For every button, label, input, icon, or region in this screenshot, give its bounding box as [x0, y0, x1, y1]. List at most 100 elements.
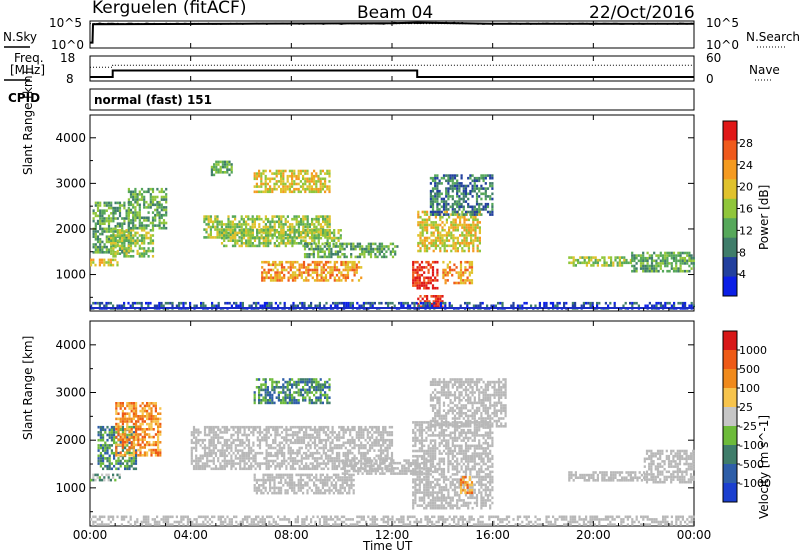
nave-tick-bottom: 0 [706, 72, 714, 86]
cpid-label: CPID [8, 91, 41, 105]
date-title: 22/Oct/2016 [589, 3, 695, 23]
freq-label: Freq. [14, 51, 44, 65]
xtick-label-0: 00:00 [73, 528, 108, 542]
freq-series [90, 69, 694, 78]
power-region-4 [127, 187, 168, 230]
line-style-keys [4, 46, 787, 81]
nsearch-label: N.Search [746, 30, 800, 44]
nave-tick-top: 60 [706, 51, 722, 65]
power-colorbar-swatch-1 [723, 140, 737, 161]
power-region-16 [568, 256, 632, 267]
power-colorbar-swatch-5 [723, 218, 737, 239]
cpid-value: normal (fast) 151 [94, 93, 212, 107]
velocity-region-3 [115, 402, 162, 457]
velocity-colorbar-label-3: 25 [739, 401, 753, 414]
power-frame [89, 114, 695, 312]
velocity-region-11 [568, 471, 646, 482]
xtick-label-6: 00:00 [677, 528, 712, 542]
velocity-region-4 [190, 425, 394, 471]
velocity-region-12 [643, 449, 695, 484]
freq-tick-bottom: 8 [66, 72, 74, 86]
freq-tick-top: 18 [60, 51, 76, 65]
nsky-tick-top: 10^5 [49, 16, 82, 30]
power-colorbar-label-3: 16 [739, 203, 753, 216]
velocity-colorbar-swatch-3 [723, 388, 737, 408]
velocity-colorbar-swatch-6 [723, 445, 737, 465]
vel-frame [89, 320, 695, 527]
vel-ytick-label-1: 3000 [55, 386, 86, 400]
xtick-label-4: 16:00 [475, 528, 510, 542]
velocity-colorbar-swatch-7 [723, 464, 737, 484]
power-region-14 [429, 174, 494, 216]
axis-ticks: 00:00 04:00 08:00 12:00 16:00 20:00 00:00 4000 3… [55, 21, 711, 542]
nave-series [90, 64, 694, 68]
station-title: Kerguelen (fitACF) [92, 0, 247, 18]
power-colorbar-swatch-2 [723, 159, 737, 180]
power-colorbar-label-0: 28 [739, 137, 753, 150]
power-ytick-label-1: 3000 [55, 176, 86, 190]
power-colorbar-swatch-0 [723, 121, 737, 141]
freq-unit-label: [MHz] [10, 63, 46, 77]
velocity-colorbar-label-7: -1000 [739, 477, 771, 490]
power-region-8 [303, 242, 399, 259]
velocity-colorbar-swatch-4 [723, 407, 737, 427]
velocity-region-5 [253, 473, 355, 495]
colorbars: 28 24 20 16 12 8 4 1000 500 100 25 -25 -100 -500 -1000 [722, 120, 771, 503]
velocity-colorbar-label-5: -100 [739, 439, 764, 452]
power-colorbar-label-2: 20 [739, 181, 753, 194]
nsky-label: N.Sky [3, 30, 38, 44]
nave-label: Nave [749, 63, 780, 77]
power-ytick-label-2: 2000 [55, 222, 86, 236]
velocity-colorbar-label-2: 100 [739, 382, 760, 395]
velocity-colorbar-label-4: -25 [739, 420, 757, 433]
cpid-frame [89, 88, 695, 111]
beam-title: Beam 04 [357, 3, 434, 23]
power-region-9 [253, 169, 331, 194]
power-colorbar-label-4: 12 [739, 224, 753, 237]
power-colorbar-swatch-3 [723, 179, 737, 200]
power-colorbar-label-5: 8 [739, 246, 746, 259]
power-region-7 [261, 260, 363, 282]
velocity-colorbar-swatch-0 [723, 331, 737, 351]
xtick-label-2: 08:00 [274, 528, 309, 542]
power-ytick-label-3: 1000 [55, 268, 86, 282]
power-colorbar-swatch-6 [723, 237, 737, 258]
time-xlabel: Time UT [363, 539, 413, 553]
velocity-colorbar-swatch-2 [723, 369, 737, 389]
vel-ytick-label-0: 4000 [55, 338, 86, 352]
power-colorbar-swatch-8 [723, 276, 737, 297]
xtick-label-5: 20:00 [576, 528, 611, 542]
velocity-region-1 [90, 473, 121, 482]
velocity-colorbar-frame [722, 330, 738, 503]
power-region-17 [631, 251, 695, 273]
power-region-12 [417, 210, 481, 253]
power-region-10 [210, 160, 233, 177]
power-heatmap [90, 160, 695, 310]
xtick-label-1: 04:00 [173, 528, 208, 542]
nsearch-tick-top: 10^5 [706, 16, 739, 30]
power-colorbar-label-1: 24 [739, 159, 753, 172]
velocity-heatmap [90, 378, 695, 526]
panel-frames [89, 20, 695, 527]
power-colorbar-label-6: 4 [739, 268, 746, 281]
power-region-3 [110, 229, 155, 258]
power-region-13 [442, 260, 474, 285]
power-colorbar-swatch-7 [723, 257, 737, 277]
freq-panel [90, 64, 694, 78]
velocity-colorbar-swatch-5 [723, 426, 737, 446]
power-region-11 [412, 260, 439, 290]
velocity-colorbar-label-6: -500 [739, 458, 764, 471]
velocity-region-7 [253, 378, 331, 405]
velocity-colorbar-label-1: 500 [739, 363, 760, 376]
velocity-colorbar-swatch-8 [723, 483, 737, 503]
nsky-tick-bottom: 10^0 [51, 38, 84, 52]
power-region-1 [90, 258, 119, 267]
vel-ytick-label-2: 2000 [55, 433, 86, 447]
velocity-region-13 [90, 515, 695, 526]
vel-ytick-label-3: 1000 [55, 481, 86, 495]
velocity-colorbar-label-0: 1000 [739, 344, 767, 357]
velocity-region-9 [429, 378, 507, 428]
power-ytick-label-0: 4000 [55, 131, 86, 145]
xtick-label-3: 12:00 [375, 528, 410, 542]
